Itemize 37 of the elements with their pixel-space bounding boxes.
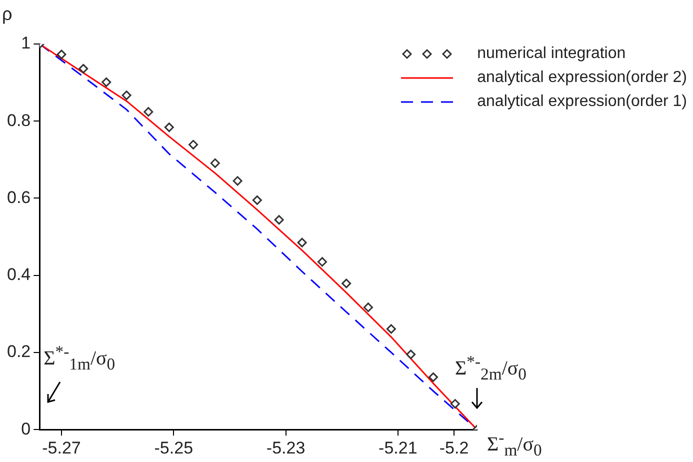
- y-tick-label: 0.8: [6, 110, 31, 130]
- point: [102, 77, 112, 87]
- annotation: Σ$^{*-}$$_{1m}$/σ$_{0}$: [44, 342, 116, 374]
- point: [252, 195, 262, 205]
- point: [232, 176, 242, 186]
- point: [188, 140, 198, 150]
- x-tick-label: -5.23: [266, 438, 306, 458]
- point: [56, 50, 66, 60]
- x-axis-title: Σ$^{-}$$_{m}$/σ$_{0}$: [487, 428, 542, 460]
- point: [406, 350, 416, 360]
- y-tick-label: 1: [21, 34, 31, 53]
- point: [210, 158, 220, 168]
- y-tick-label: 0.4: [6, 265, 31, 284]
- point: [78, 64, 88, 74]
- y-tick-label: 0.2: [6, 342, 31, 362]
- point: [122, 90, 132, 100]
- legend-label: analytical expression(order 2): [477, 68, 687, 88]
- y-tick-label: 0.6: [6, 188, 31, 207]
- point: [342, 278, 352, 288]
- point: [164, 122, 174, 132]
- point: [317, 257, 327, 267]
- point: [144, 107, 154, 117]
- legend-label: analytical expression(order 1): [477, 92, 687, 112]
- legend-label: numerical integration: [477, 44, 626, 64]
- point: [274, 215, 284, 225]
- point: [363, 302, 373, 312]
- point: [386, 324, 396, 334]
- point: [297, 238, 307, 248]
- x-tick-label: -5.27: [42, 438, 81, 458]
- x-tick-label: -5.25: [154, 438, 194, 458]
- point: [450, 399, 460, 409]
- x-tick-label: -5.21: [378, 438, 418, 458]
- y-axis-title: ρ: [2, 4, 12, 25]
- point: [428, 372, 438, 382]
- annotation: Σ$^{*-}$$_{2m}$/σ$_{0}$: [455, 352, 526, 384]
- y-tick-label: 0: [21, 419, 31, 438]
- x-tick-label: -5.2: [439, 438, 469, 458]
